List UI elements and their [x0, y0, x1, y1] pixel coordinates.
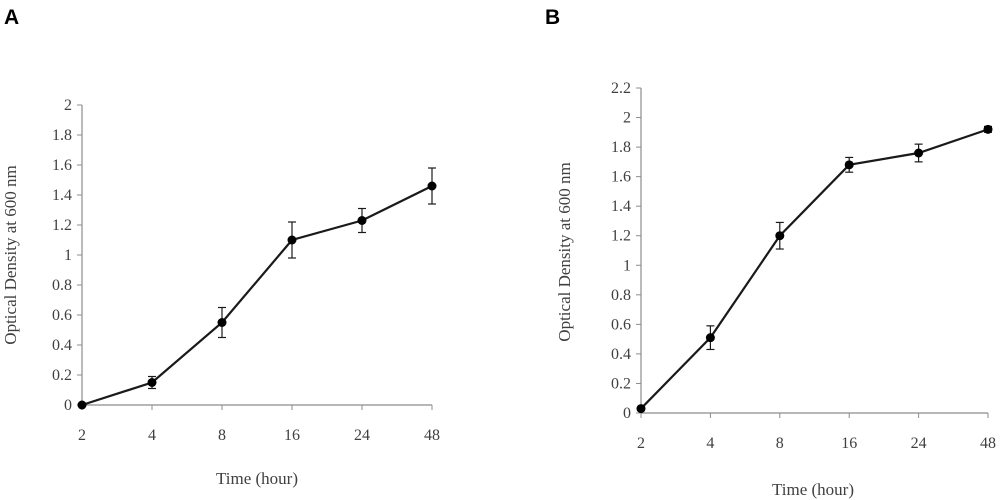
panel-a-data-point: [147, 378, 157, 387]
panel-a-y-axis-title: Optical Density at 600 nm: [1, 165, 20, 344]
panel-b-x-axis-title: Time (hour): [772, 480, 854, 499]
panel-b-y-tick-label: 1.8: [611, 139, 631, 156]
panel-b-y-tick-label: 2.2: [611, 80, 631, 97]
panel-b-x-tick-label: 16: [841, 435, 857, 452]
panel-b-data-point: [775, 231, 785, 241]
panel-b-y-tick-label: 0.4: [611, 346, 631, 363]
panel-b-data-point: [636, 404, 646, 414]
panel-b-label: B: [545, 6, 560, 29]
panel-b-y-axis-title: Optical Density at 600 nm: [555, 162, 574, 341]
panel-a-label: A: [4, 6, 19, 29]
panel-b-x-tick-label: 8: [776, 435, 784, 452]
panel-b-data-point: [705, 333, 715, 343]
panel-a-y-tick-label: 0.6: [52, 307, 72, 324]
panel-b-x-tick-label: 48: [980, 435, 996, 452]
panel-b-y-tick-label: 0.8: [611, 287, 631, 304]
panel-b-x-tick-label: 4: [706, 435, 714, 452]
panel-b-y-tick-label: 1.6: [611, 169, 631, 186]
panel-b-y-tick-label: 0.2: [611, 375, 631, 392]
panel-a-y-tick-label: 1.6: [52, 157, 72, 174]
panel-a-y-tick-label: 0.8: [52, 277, 72, 294]
panel-b: B Optical Density at 600 nm Time (hour) …: [545, 6, 996, 499]
panel-a-data-point: [427, 181, 437, 191]
panel-a-y-tick-label: 1.2: [52, 217, 72, 234]
panel-a-data-point: [217, 318, 227, 327]
panel-a-y-tick-label: 1.4: [52, 187, 72, 204]
panel-b-series-line: [640, 128, 989, 410]
panel-a-data-point: [77, 400, 87, 410]
panel-b-y-tick-label: 0.6: [611, 316, 631, 333]
panel-b-y-tick-label: 2: [623, 110, 631, 127]
panel-a-y-tick-label: 1: [64, 247, 72, 264]
panel-a-y-tick-label: 2: [64, 97, 72, 114]
panel-a-x-tick-label: 48: [424, 427, 440, 444]
panel-a-data-point: [287, 235, 297, 245]
panel-a-data-point: [357, 216, 367, 225]
panel-a-y-tick-label: 1.8: [52, 127, 72, 144]
panel-b-data-point: [914, 148, 924, 158]
panel-a: A Optical Density at 600 nm Time (hour) …: [1, 6, 440, 488]
panel-a-x-tick-label: 24: [354, 427, 370, 444]
panel-a-y-tick-label: 0.4: [52, 337, 72, 354]
panel-b-x-tick-label: 2: [637, 435, 645, 452]
panel-b-data-point: [983, 124, 993, 134]
panel-a-x-tick-label: 16: [284, 427, 300, 444]
panel-b-y-tick-label: 1.2: [611, 228, 631, 245]
panel-a-y-tick-label: 0.2: [52, 367, 72, 384]
panel-b-y-tick-label: 0: [623, 405, 631, 422]
panel-a-y-tick-label: 0: [64, 397, 72, 414]
panel-a-x-axis-title: Time (hour): [216, 469, 298, 488]
panel-a-x-tick-label: 4: [148, 427, 156, 444]
panel-a-x-tick-label: 8: [218, 427, 226, 444]
panel-a-series-line: [81, 185, 433, 407]
panel-b-y-tick-label: 1.4: [611, 198, 631, 215]
panel-a-x-tick-label: 2: [78, 427, 86, 444]
panel-b-y-tick-label: 1: [623, 257, 631, 274]
panel-b-x-tick-label: 24: [911, 435, 927, 452]
panel-b-data-point: [844, 160, 854, 170]
